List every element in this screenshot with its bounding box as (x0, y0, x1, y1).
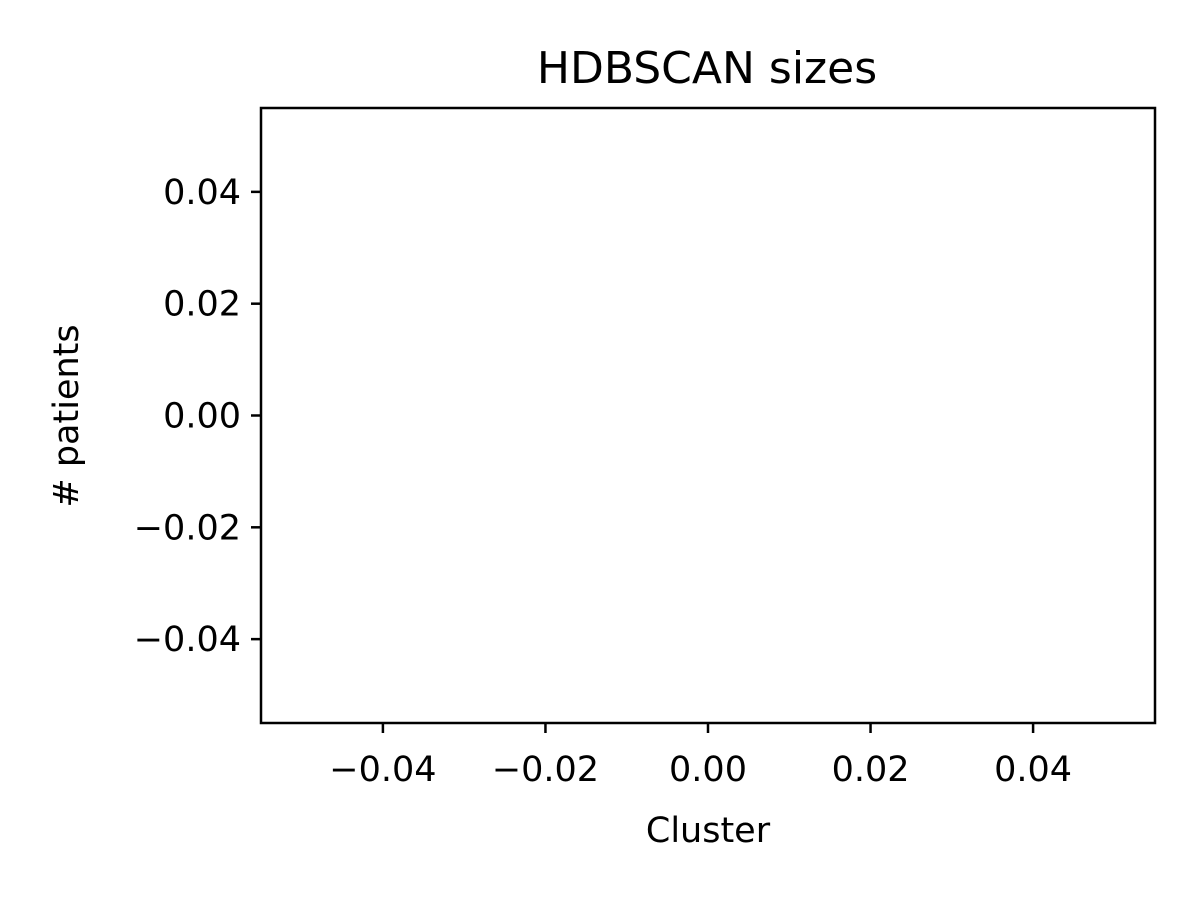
x-axis-ticks: −0.04 −0.02 0.00 0.02 0.04 (329, 723, 1072, 790)
y-tick-label: −0.02 (134, 508, 241, 548)
y-tick-label: 0.02 (163, 285, 241, 325)
x-tick-label: 0.02 (832, 750, 910, 790)
y-axis-ticks: −0.04 −0.02 0.00 0.02 0.04 (134, 173, 261, 660)
x-tick-label: −0.02 (492, 750, 599, 790)
x-axis-label: Cluster (646, 811, 771, 851)
y-axis-label: # patients (47, 324, 87, 507)
y-tick-label: −0.04 (134, 620, 241, 660)
y-tick-label: 0.00 (163, 397, 241, 437)
x-tick-label: −0.04 (329, 750, 436, 790)
plot-frame (259, 106, 1157, 725)
chart-title: HDBSCAN sizes (537, 43, 877, 94)
x-tick-label: 0.04 (994, 750, 1072, 790)
y-tick-label: 0.04 (163, 173, 241, 213)
x-tick-label: 0.00 (669, 750, 747, 790)
